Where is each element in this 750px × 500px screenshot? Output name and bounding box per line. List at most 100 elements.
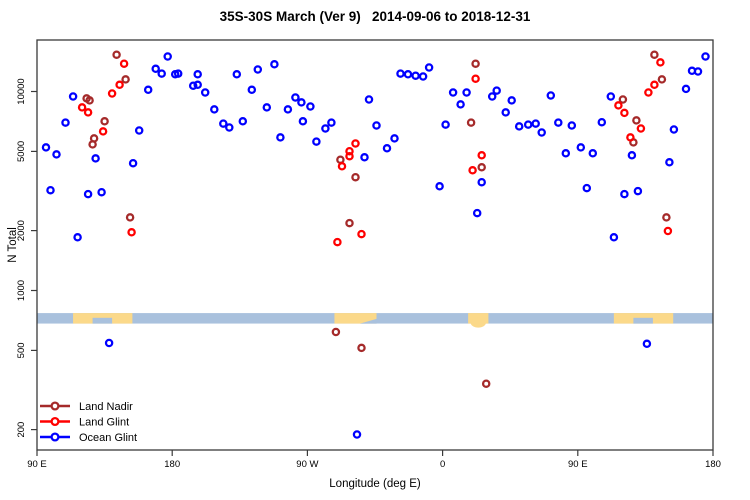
data-point-ocean-glint <box>143 85 153 95</box>
data-point-ocean-glint <box>352 430 362 439</box>
data-point-ocean-glint <box>297 98 306 107</box>
data-point-ocean-glint <box>642 339 652 349</box>
data-point-ocean-glint <box>193 80 202 90</box>
data-point-ocean-glint <box>567 121 577 130</box>
data-point-ocean-glint <box>276 133 285 142</box>
x-tick-label: 90 E <box>27 459 47 470</box>
data-point-ocean-glint <box>157 69 166 78</box>
data-point-ocean-glint <box>312 137 321 146</box>
data-point-land-glint <box>345 146 354 156</box>
data-point-land-glint <box>77 103 87 112</box>
data-point-land-nadir <box>88 140 97 149</box>
data-point-land-glint <box>107 89 117 98</box>
data-point-ocean-glint <box>128 158 138 168</box>
data-point-land-nadir <box>112 50 121 59</box>
data-point-land-nadir <box>331 327 341 337</box>
data-point-ocean-glint <box>364 95 374 104</box>
data-point-ocean-glint <box>163 52 172 61</box>
data-point-ocean-glint <box>270 60 279 69</box>
y-tick-label: 5000 <box>16 141 27 162</box>
data-point-ocean-glint <box>321 124 330 133</box>
map-band-taper <box>359 318 377 324</box>
data-point-land-glint <box>656 58 665 67</box>
data-point-ocean-glint <box>382 144 392 153</box>
data-point-ocean-glint <box>701 52 710 61</box>
data-point-land-nadir <box>657 75 667 84</box>
data-point-ocean-glint <box>396 69 405 78</box>
data-point-land-nadir <box>632 116 641 125</box>
legend-label-ocean-glint: Ocean Glint <box>79 432 137 444</box>
data-point-ocean-glint <box>411 71 420 80</box>
data-point-land-glint <box>83 108 93 117</box>
data-point-land-nadir <box>466 118 476 127</box>
data-point-land-nadir <box>618 95 628 104</box>
data-point-land-nadir <box>85 96 94 105</box>
data-point-ocean-glint <box>627 151 637 160</box>
data-point-ocean-glint <box>91 154 100 163</box>
data-point-land-glint <box>127 228 136 237</box>
y-tick-label: 2000 <box>16 220 27 241</box>
data-point-land-nadir <box>121 75 130 84</box>
data-point-ocean-glint <box>104 338 114 348</box>
x-tick-label: 180 <box>705 459 721 470</box>
data-point-land-nadir <box>125 213 135 222</box>
data-point-ocean-glint <box>247 85 257 95</box>
x-tick-label: 180 <box>164 459 180 470</box>
data-point-land-nadir <box>357 343 366 353</box>
data-point-ocean-glint <box>665 158 674 167</box>
data-point-land-glint <box>663 226 673 236</box>
data-point-land-glint <box>471 74 480 83</box>
data-point-ocean-glint <box>546 91 556 100</box>
data-point-ocean-glint <box>232 70 242 79</box>
y-tick-label: 1000 <box>16 280 27 301</box>
data-point-ocean-glint <box>681 84 691 94</box>
data-point-ocean-glint <box>193 70 202 79</box>
data-point-ocean-glint <box>238 117 248 126</box>
legend-label-land-glint: Land Glint <box>79 416 129 428</box>
data-point-land-nadir <box>481 379 491 388</box>
data-point-land-glint <box>115 80 124 90</box>
data-point-ocean-glint <box>41 143 51 152</box>
data-point-ocean-glint <box>68 92 78 101</box>
data-point-ocean-glint <box>472 208 482 218</box>
x-axis-label: Longitude (deg E) <box>329 478 421 490</box>
data-point-ocean-glint <box>597 117 607 127</box>
data-point-ocean-glint <box>531 119 540 128</box>
data-point-ocean-glint <box>390 134 399 143</box>
data-point-ocean-glint <box>693 67 703 76</box>
data-point-land-glint <box>345 151 354 161</box>
chart-title: 35S-30S March (Ver 9) 2014-09-06 to 2018… <box>219 9 531 24</box>
y-tick-label: 500 <box>16 342 27 358</box>
data-point-ocean-glint <box>253 65 263 74</box>
data-point-land-glint <box>626 133 635 142</box>
data-point-ocean-glint <box>448 88 458 97</box>
data-point-ocean-glint <box>262 103 272 112</box>
data-point-ocean-glint <box>424 63 434 72</box>
data-point-ocean-glint <box>306 102 315 111</box>
data-point-land-glint <box>119 59 129 68</box>
data-point-ocean-glint <box>298 117 308 126</box>
y-tick-label: 10000 <box>16 78 27 104</box>
data-point-ocean-glint <box>487 92 497 101</box>
data-point-ocean-glint <box>507 96 516 105</box>
data-point-ocean-glint <box>52 150 61 159</box>
data-point-land-nadir <box>100 117 109 126</box>
data-point-ocean-glint <box>188 81 198 90</box>
map-band-dip <box>633 317 653 324</box>
y-tick-label: 200 <box>16 422 27 438</box>
y-axis-label: N Total <box>7 227 19 263</box>
data-point-land-glint <box>644 88 653 97</box>
data-point-ocean-glint <box>327 118 336 127</box>
data-point-ocean-glint <box>606 92 616 101</box>
data-point-ocean-glint <box>61 118 70 127</box>
data-point-ocean-glint <box>514 122 524 131</box>
data-point-land-glint <box>614 101 623 110</box>
data-point-ocean-glint <box>554 118 563 127</box>
data-point-ocean-glint <box>582 183 592 193</box>
data-point-land-glint <box>468 166 477 175</box>
data-point-land-nadir <box>345 218 354 228</box>
data-point-land-glint <box>477 151 486 160</box>
data-point-ocean-glint <box>561 149 571 158</box>
